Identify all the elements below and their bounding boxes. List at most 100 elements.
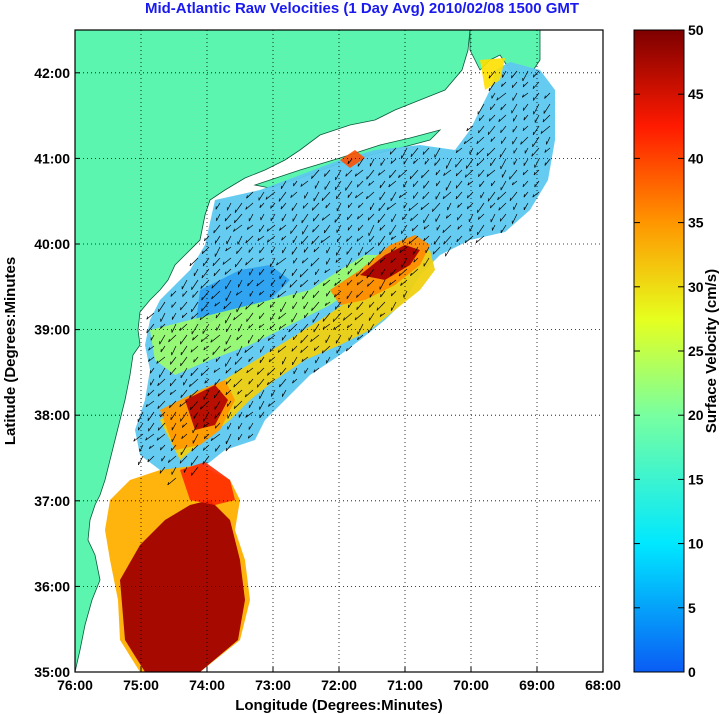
velocity-vector xyxy=(446,158,452,169)
velocity-vector-head xyxy=(257,339,259,343)
velocity-vector xyxy=(257,301,265,308)
velocity-vector xyxy=(223,301,232,310)
velocity-vector-head xyxy=(455,185,458,189)
velocity-vector xyxy=(293,257,298,264)
velocity-vector-head xyxy=(413,160,415,164)
velocity-vector xyxy=(347,268,353,275)
y-tick-label: 36:00 xyxy=(34,578,70,594)
velocity-vector-head xyxy=(463,141,466,145)
velocity-vector-head xyxy=(276,262,279,266)
velocity-vector-head xyxy=(422,196,424,200)
velocity-vector xyxy=(467,202,474,210)
velocity-vector xyxy=(258,323,265,329)
velocity-vector xyxy=(180,301,188,311)
velocity-vector xyxy=(245,389,254,398)
velocity-vector xyxy=(490,103,496,111)
velocity-vector xyxy=(282,389,287,397)
velocity-vector xyxy=(512,136,518,145)
velocity-vector xyxy=(246,367,254,374)
velocity-vector xyxy=(401,224,408,234)
velocity-vector-head xyxy=(411,228,414,232)
velocity-vector xyxy=(227,422,232,430)
velocity-vector xyxy=(190,400,199,410)
velocity-vector-head xyxy=(432,208,434,212)
velocity-vector xyxy=(475,235,485,244)
velocity-vector-head xyxy=(501,83,503,87)
velocity-vector xyxy=(544,158,551,166)
colorbar-tick-label: 30 xyxy=(688,279,704,295)
velocity-vector xyxy=(292,378,298,384)
velocity-vector-head xyxy=(490,138,492,142)
velocity-vector-head xyxy=(236,250,238,254)
colorbar-tick-label: 5 xyxy=(688,600,696,616)
velocity-vector-head xyxy=(299,274,302,278)
velocity-vector xyxy=(256,279,265,287)
x-tick-label: 75:00 xyxy=(123,677,159,693)
velocity-vector xyxy=(304,367,309,374)
velocity-vector xyxy=(169,389,177,396)
velocity-vector-head xyxy=(421,174,423,179)
velocity-vector xyxy=(248,400,254,409)
colorbar-tick-label: 40 xyxy=(688,150,704,166)
velocity-vector xyxy=(201,268,210,279)
velocity-vector-head xyxy=(233,405,236,409)
velocity-vector xyxy=(389,169,397,179)
velocity-vector-head xyxy=(367,283,369,287)
velocity-vector xyxy=(522,81,529,88)
velocity-vector-head xyxy=(522,127,525,131)
velocity-vector xyxy=(423,180,430,189)
velocity-vector-head xyxy=(398,194,401,198)
velocity-vector xyxy=(532,125,540,136)
velocity-vector-head xyxy=(245,262,247,266)
velocity-vector xyxy=(259,356,265,364)
velocity-vector xyxy=(531,147,540,157)
velocity-vector xyxy=(270,312,276,321)
velocity-vector xyxy=(335,268,342,274)
velocity-vector xyxy=(200,279,210,289)
velocity-vector-head xyxy=(410,217,412,221)
velocity-vector xyxy=(543,103,551,114)
velocity-vector xyxy=(379,312,386,317)
velocity-vector xyxy=(443,235,452,245)
velocity-vector-head xyxy=(325,205,327,209)
velocity-vector-head xyxy=(311,240,313,244)
velocity-vector xyxy=(145,433,155,441)
velocity-vector-head xyxy=(191,448,194,452)
velocity-vector-head xyxy=(313,369,316,373)
velocity-vector xyxy=(281,279,287,287)
velocity-vector xyxy=(445,180,452,191)
velocity-vector xyxy=(478,169,485,177)
velocity-vector-head xyxy=(288,328,290,333)
velocity-vector-head xyxy=(354,173,357,177)
velocity-vector xyxy=(184,466,188,473)
velocity-vector-head xyxy=(380,259,382,263)
velocity-vector xyxy=(270,202,276,209)
velocity-vector xyxy=(410,147,419,158)
velocity-vector-head xyxy=(234,219,236,223)
velocity-vector xyxy=(334,290,342,298)
velocity-vector xyxy=(512,180,518,186)
velocity-vector xyxy=(182,422,188,428)
velocity-vector xyxy=(203,444,210,451)
velocity-vector xyxy=(544,92,551,99)
velocity-vector xyxy=(402,213,408,221)
x-tick-label: 69:00 xyxy=(519,677,555,693)
velocity-vector xyxy=(233,224,243,232)
velocity-vector-head xyxy=(266,228,269,232)
velocity-vector-head xyxy=(233,384,235,388)
velocity-vector xyxy=(347,323,353,329)
velocity-vector-head xyxy=(234,361,237,365)
velocity-vector xyxy=(233,378,243,388)
velocity-vector xyxy=(267,235,276,243)
velocity-vector xyxy=(278,191,287,202)
y-tick-label: 35:00 xyxy=(34,664,70,680)
velocity-vector-head xyxy=(345,348,348,352)
velocity-vector xyxy=(357,323,364,335)
velocity-vector-head xyxy=(500,107,502,111)
colorbar-tick-label: 20 xyxy=(688,407,704,423)
velocity-vector xyxy=(336,345,342,354)
velocity-vector xyxy=(378,235,386,246)
velocity-vector xyxy=(236,246,243,254)
velocity-vector xyxy=(192,433,199,444)
x-tick-label: 76:00 xyxy=(57,677,93,693)
